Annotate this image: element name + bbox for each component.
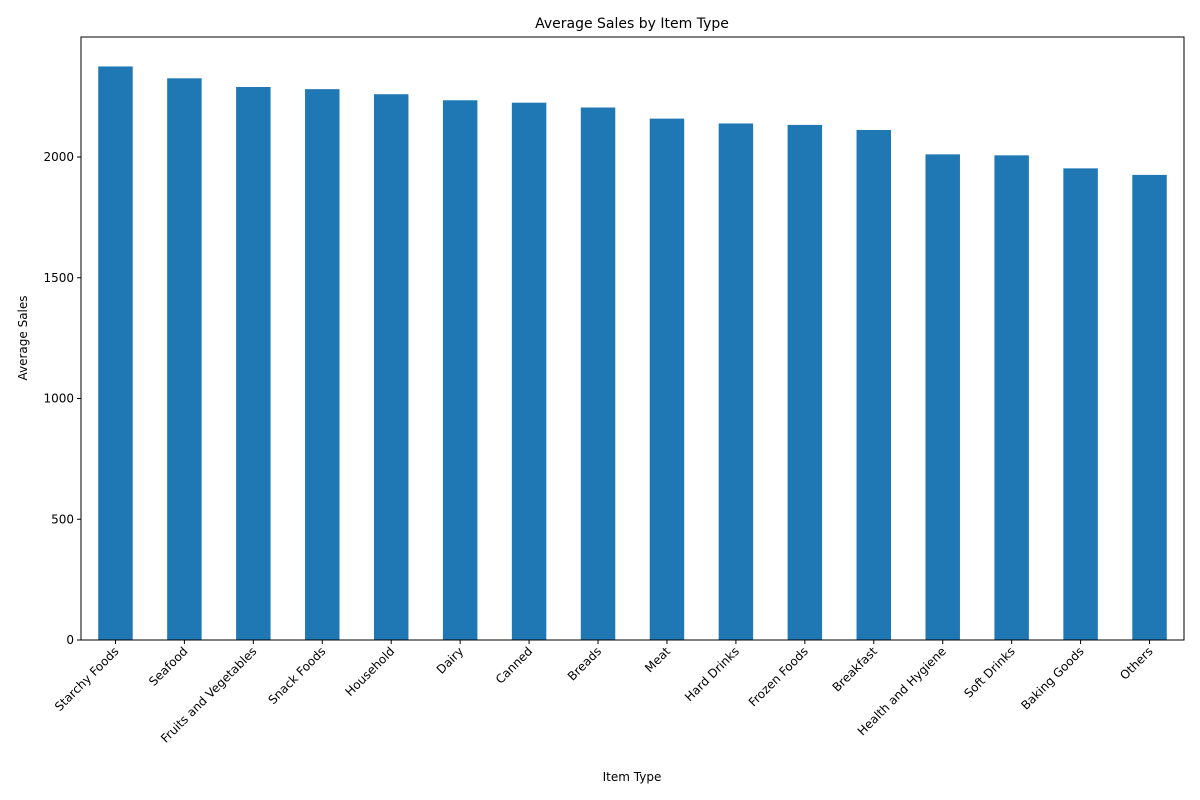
bar-seafood xyxy=(167,78,202,641)
x-tick-label: Baking Goods xyxy=(1018,644,1086,712)
bar-household xyxy=(373,94,409,640)
x-tick-label: Household xyxy=(343,644,398,699)
x-tick-label: Seafood xyxy=(146,644,190,688)
y-axis-ticks: 0 500 1000 1500 2000 xyxy=(43,150,81,647)
x-tick-label: Dairy xyxy=(434,644,467,677)
bar-frozen-foods xyxy=(787,124,823,640)
x-axis-label: Item Type xyxy=(603,770,662,784)
x-tick-label: Hard Drinks xyxy=(682,644,742,704)
chart-title: Average Sales by Item Type xyxy=(535,16,729,32)
bar-snack-foods xyxy=(305,89,340,640)
bar-breakfast xyxy=(856,129,892,640)
bar-canned xyxy=(511,102,547,640)
bar-soft-drinks xyxy=(994,155,1029,640)
x-tick-label: Meat xyxy=(642,644,673,675)
x-tick-label: Breads xyxy=(565,644,604,683)
y-tick-label: 0 xyxy=(66,633,74,647)
bar-breads xyxy=(580,107,616,640)
bars-group xyxy=(98,66,1167,641)
x-tick-label: Snack Foods xyxy=(265,644,328,707)
y-tick-label: 500 xyxy=(51,512,74,526)
plot-frame xyxy=(80,36,1185,641)
bar-health-and-hygiene xyxy=(925,154,960,640)
x-tick-label: Frozen Foods xyxy=(746,644,811,709)
x-tick-label: Breakfast xyxy=(830,644,881,695)
bar-dairy xyxy=(442,100,478,640)
bar-meat xyxy=(649,118,685,641)
y-axis-label: Average Sales xyxy=(16,295,30,380)
x-tick-label: Soft Drinks xyxy=(961,644,1017,700)
x-tick-label: Starchy Foods xyxy=(52,644,122,714)
x-tick-label: Others xyxy=(1117,644,1155,682)
bar-starchy-foods xyxy=(98,66,133,641)
x-tick-label: Canned xyxy=(493,644,535,686)
bar-baking-goods xyxy=(1063,168,1098,641)
bar-fruits-and-vegetables xyxy=(236,86,271,640)
y-tick-label: 1000 xyxy=(43,392,74,406)
y-tick-label: 1500 xyxy=(43,271,74,285)
bar-others xyxy=(1132,174,1167,640)
y-tick-label: 2000 xyxy=(43,150,74,164)
bar-hard-drinks xyxy=(718,123,754,640)
